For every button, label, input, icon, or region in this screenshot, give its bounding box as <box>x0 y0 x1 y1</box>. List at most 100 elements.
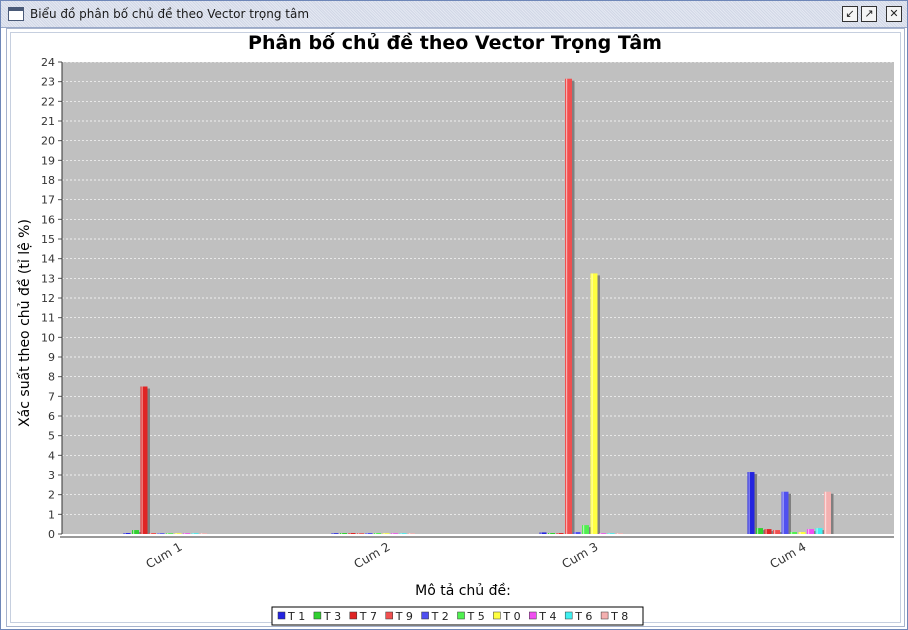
bar-highlight <box>791 532 793 534</box>
bar <box>374 533 381 534</box>
y-tick-label: 1 <box>48 508 55 521</box>
y-tick-label: 24 <box>41 56 55 69</box>
y-tick-label: 9 <box>48 351 55 364</box>
bar-chart: Phân bố chủ đề theo Vector Trọng Tâm 012… <box>16 31 894 626</box>
bar-highlight <box>574 532 576 534</box>
bar <box>331 533 339 534</box>
y-tick-label: 16 <box>41 213 55 226</box>
legend-label: T 7 <box>359 610 377 623</box>
bar <box>149 533 156 534</box>
bar <box>408 533 415 534</box>
bar-highlight <box>748 472 750 534</box>
bar-highlight <box>591 273 593 534</box>
chart-title: Phân bố chủ đề theo Vector Trọng Tâm <box>248 31 662 54</box>
bar-highlight <box>566 78 568 534</box>
y-tick-label: 7 <box>48 390 55 403</box>
bar-highlight <box>757 528 759 534</box>
y-tick-label: 21 <box>41 115 55 128</box>
bar <box>773 530 780 534</box>
bar-highlight <box>383 533 385 534</box>
bar <box>200 533 207 534</box>
x-axis-title: Mô tả chủ đề: <box>415 582 511 599</box>
bar-highlight <box>765 529 767 534</box>
legend-label: T 5 <box>467 610 485 623</box>
legend-swatch <box>564 611 573 620</box>
bar <box>781 491 789 534</box>
y-tick-label: 14 <box>41 253 55 266</box>
legend-swatch <box>421 611 429 620</box>
bar-highlight <box>400 533 402 534</box>
bar-highlight <box>150 533 152 534</box>
window-titlebar[interactable]: Biểu đồ phân bố chủ đề theo Vector trọng… <box>1 1 907 28</box>
bar-highlight <box>600 533 602 534</box>
bar <box>747 472 755 534</box>
bar <box>157 533 165 534</box>
bar <box>140 386 148 534</box>
bar <box>191 533 199 534</box>
bar <box>357 533 364 534</box>
bar-highlight <box>557 533 559 534</box>
bar <box>391 533 398 534</box>
bar-highlight <box>332 533 334 534</box>
x-tick-label: Cum 1 <box>144 540 185 572</box>
x-tick-label: Cum 2 <box>352 540 393 572</box>
bar-highlight <box>825 491 827 534</box>
bar-highlight <box>782 491 784 534</box>
y-tick-label: 20 <box>41 135 55 148</box>
bar <box>340 533 347 534</box>
bar <box>798 532 806 534</box>
y-tick-label: 17 <box>41 194 55 207</box>
bar-highlight <box>349 533 351 534</box>
window-app-icon <box>8 7 24 21</box>
bar-highlight <box>392 533 394 534</box>
bar-highlight <box>583 525 585 534</box>
y-tick-label: 15 <box>41 233 55 246</box>
maximize-icon[interactable]: ↗ <box>861 6 877 22</box>
bar-highlight <box>774 530 776 534</box>
y-tick-label: 8 <box>48 371 55 384</box>
y-tick-label: 3 <box>48 469 55 482</box>
y-tick-label: 6 <box>48 410 55 423</box>
bar-highlight <box>341 533 343 534</box>
bar <box>582 525 589 534</box>
y-tick-label: 13 <box>41 272 55 285</box>
bar <box>348 533 356 534</box>
y-tick-label: 12 <box>41 292 55 305</box>
y-tick-label: 10 <box>41 331 55 344</box>
bar-highlight <box>366 533 368 534</box>
legend-label: T 2 <box>431 610 449 623</box>
bar <box>616 533 623 534</box>
window-title: Biểu đồ phân bố chủ đề theo Vector trọng… <box>30 7 310 21</box>
y-axis-title: Xác suất theo chủ đề (tỉ lệ %) <box>16 219 33 427</box>
y-tick-label: 19 <box>41 154 55 167</box>
bar-highlight <box>540 532 542 534</box>
bar <box>382 533 390 534</box>
legend-swatch <box>313 611 322 620</box>
bar <box>365 533 373 534</box>
bar-highlight <box>141 386 143 534</box>
restore-icon[interactable]: ↙ <box>842 6 858 22</box>
x-tick-label: Cum 3 <box>560 540 601 572</box>
bar <box>764 529 772 534</box>
bar-highlight <box>808 529 810 534</box>
legend-swatch <box>277 611 286 620</box>
bar <box>548 533 555 534</box>
bar-highlight <box>549 533 551 534</box>
legend-label: T 4 <box>538 610 556 623</box>
bar <box>166 533 173 534</box>
bar <box>556 533 564 534</box>
bar-highlight <box>124 533 126 534</box>
bar-highlight <box>608 533 610 534</box>
y-tick-label: 22 <box>41 95 55 108</box>
legend-swatch <box>493 611 501 620</box>
bar-highlight <box>167 533 169 534</box>
close-icon[interactable]: ✕ <box>886 6 902 22</box>
bar <box>573 532 581 534</box>
legend-label: T 6 <box>574 610 592 623</box>
bar <box>824 491 831 534</box>
bar <box>174 533 182 534</box>
legend-swatch <box>349 611 358 620</box>
legend: T 1 T 3 T 7 T 9 T 2 T 5 T 0 T 4 T 6 T 8 <box>271 606 644 626</box>
